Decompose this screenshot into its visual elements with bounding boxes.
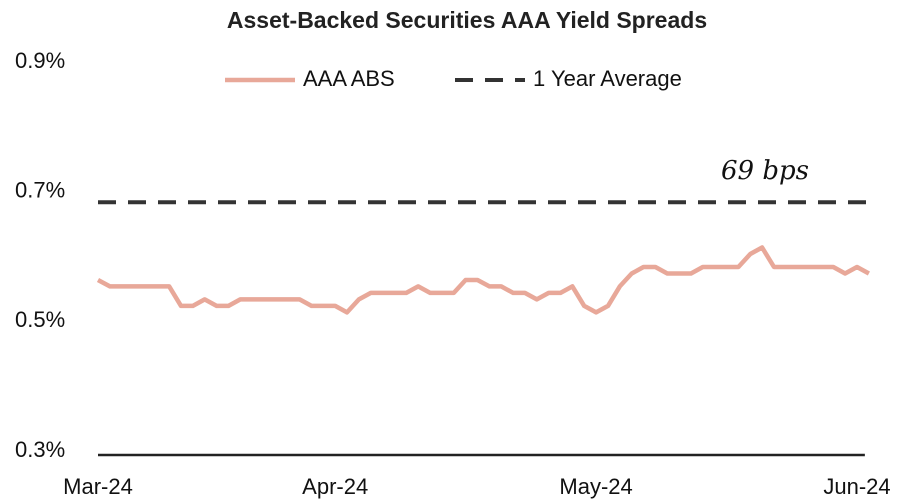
series-line [96, 245, 870, 315]
x-tick-label: May-24 [559, 474, 632, 499]
y-tick-label: 0.9% [15, 48, 65, 73]
legend-label: AAA ABS [303, 66, 395, 91]
y-tick-label: 0.3% [15, 437, 65, 462]
x-tick-label: Apr-24 [302, 474, 368, 499]
annotation: 69 bps [721, 156, 809, 186]
legend-label: 1 Year Average [533, 66, 682, 91]
chart-title: Asset-Backed Securities AAA Yield Spread… [227, 7, 707, 33]
x-tick-label: Jun-24 [823, 474, 890, 499]
x-tick-label: Mar-24 [63, 474, 133, 499]
y-tick-label: 0.5% [15, 307, 65, 332]
y-tick-label: 0.7% [15, 177, 65, 202]
